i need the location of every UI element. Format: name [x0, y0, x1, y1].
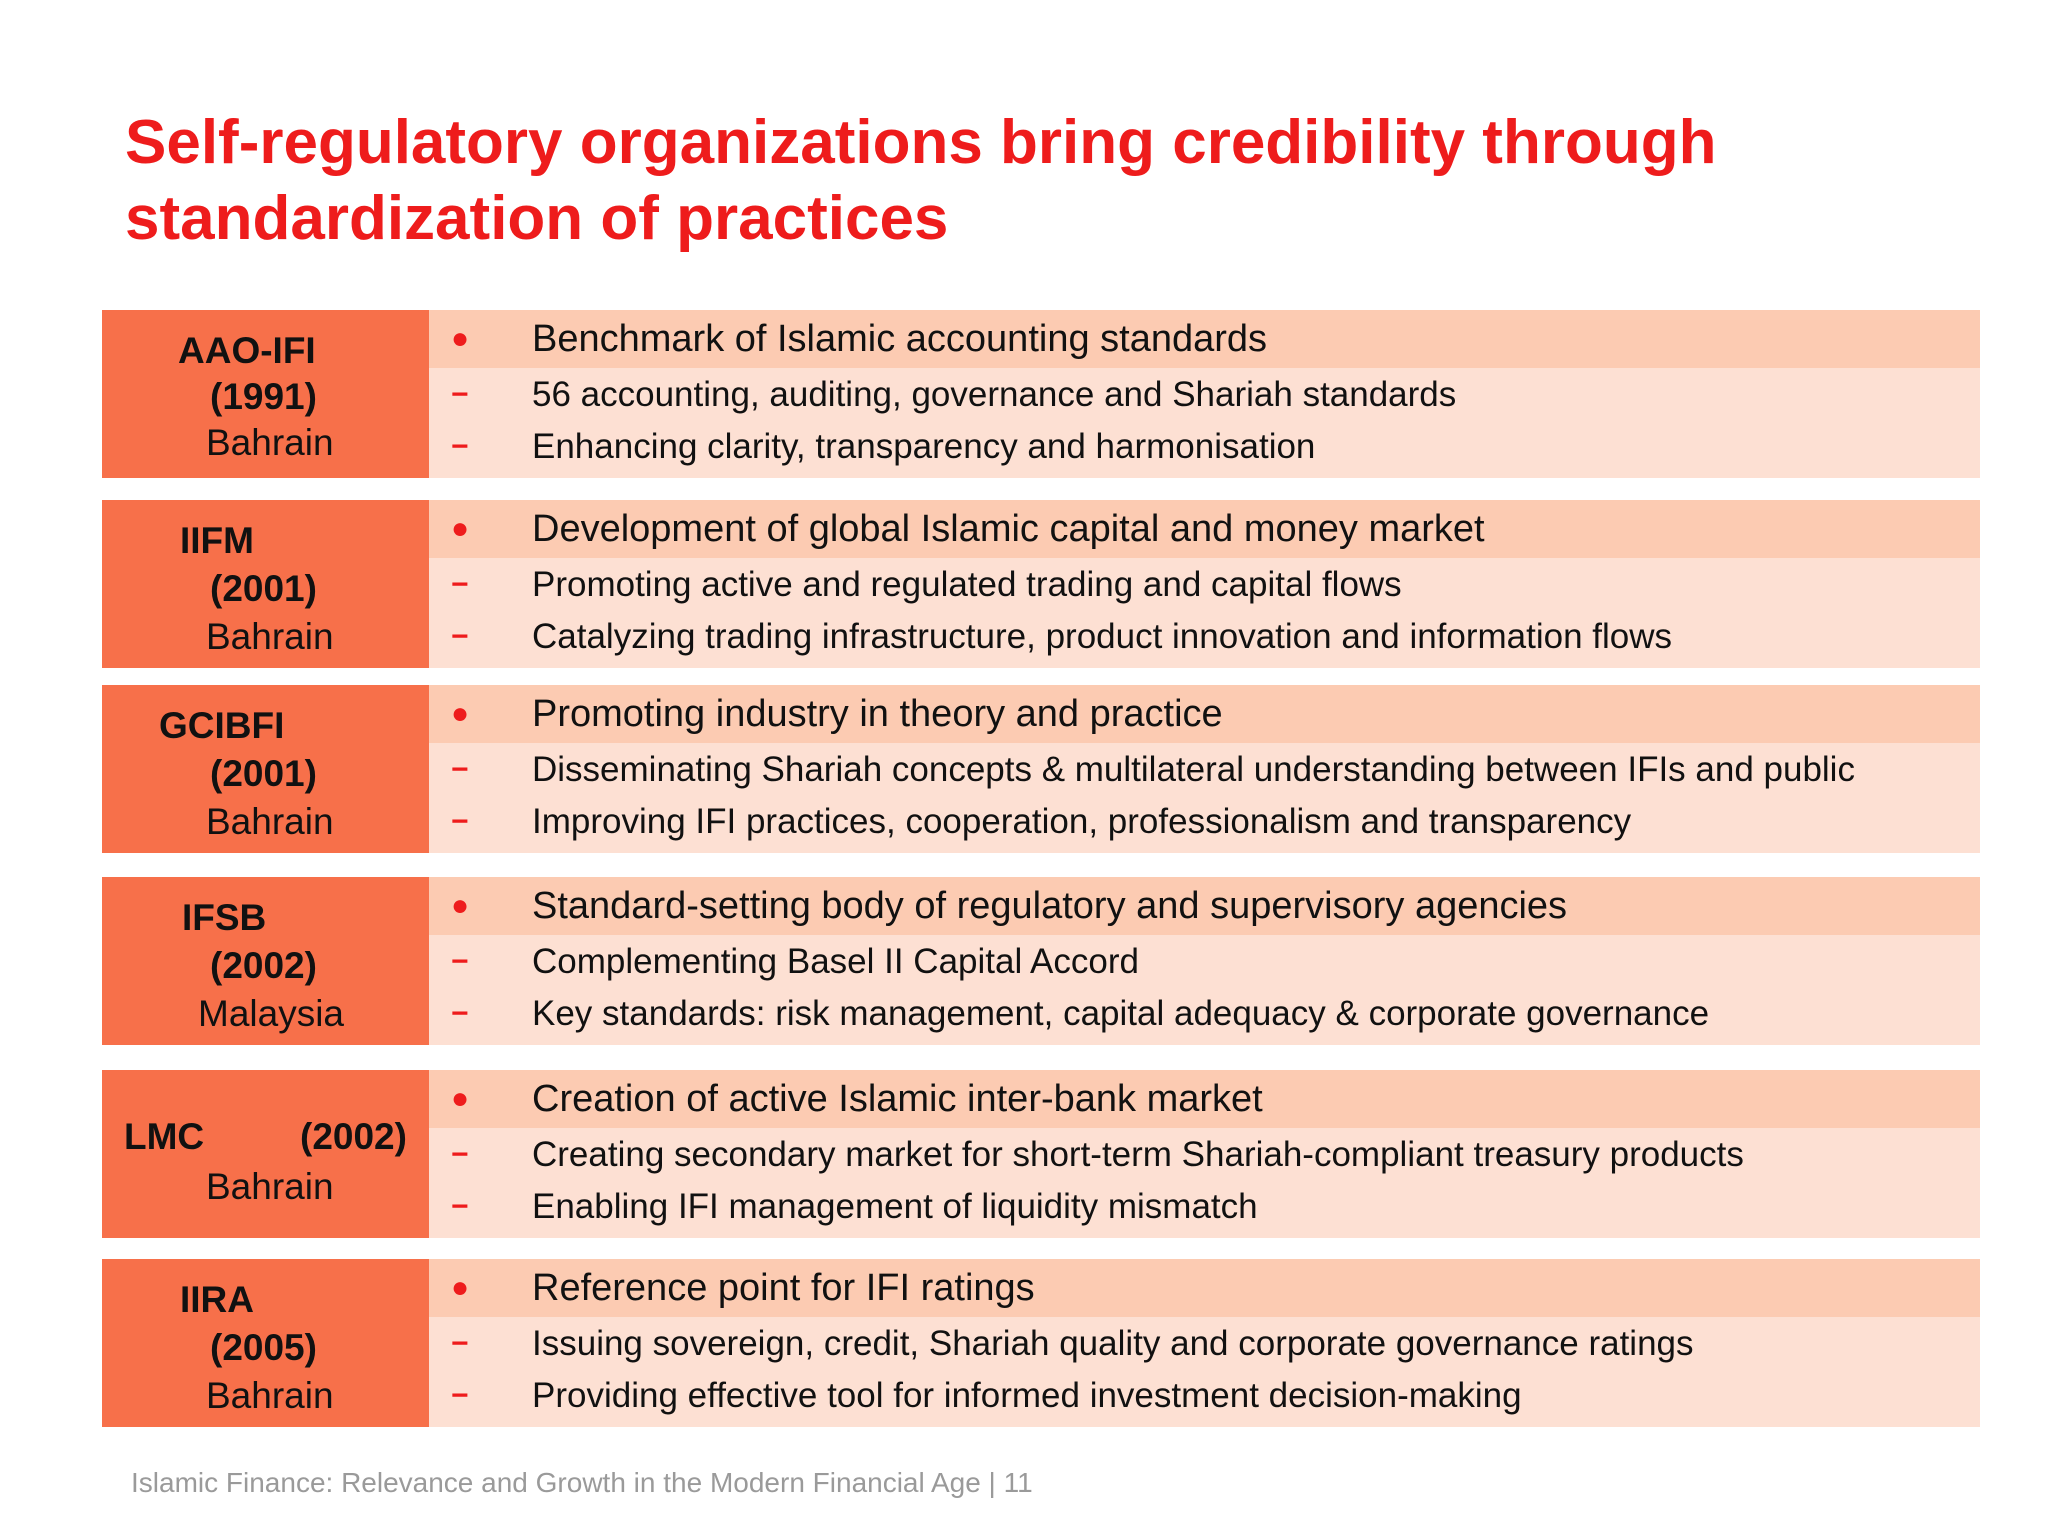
dash-icon: − [451, 753, 469, 786]
dash-icon: − [451, 378, 469, 411]
org-details: ● Promoting industry in theory and pract… [429, 685, 1980, 853]
org-location: Bahrain [206, 1166, 334, 1207]
org-details: ● Reference point for IFI ratings − Issu… [429, 1259, 1980, 1427]
sub-point-text: 56 accounting, auditing, governance and … [532, 375, 1457, 414]
main-point-text: Reference point for IFI ratings [532, 1267, 1035, 1309]
org-year: (2005) [210, 1327, 317, 1368]
org-row-gcibfi: GCIBFI (2001) Bahrain ● Promoting indust… [102, 685, 1980, 853]
bullet-icon: ● [451, 1271, 470, 1304]
org-main-point: ● Development of global Islamic capital … [429, 500, 1980, 558]
sub-point-text: Key standards: risk management, capital … [532, 994, 1710, 1033]
slide-title-line-1: Self-regulatory organizations bring cred… [125, 108, 1717, 177]
dash-icon: − [451, 1138, 469, 1171]
org-acronym: GCIBFI [159, 705, 285, 746]
org-label-box: LMC (2002) Bahrain [102, 1070, 429, 1238]
org-details: ● Benchmark of Islamic accounting standa… [429, 310, 1980, 478]
dash-icon: − [451, 1190, 469, 1223]
org-location: Bahrain [206, 1375, 334, 1416]
org-acronym: AAO-IFI [178, 330, 316, 371]
org-row-ifsb: IFSB (2002) Malaysia ● Standard-setting … [102, 877, 1980, 1045]
org-main-point: ● Benchmark of Islamic accounting standa… [429, 310, 1980, 368]
org-sub-point: − Enabling IFI management of liquidity m… [429, 1180, 1980, 1232]
org-label-box: IIFM (2001) Bahrain [102, 500, 429, 668]
org-year: (2001) [210, 568, 317, 609]
slide-footer: Islamic Finance: Relevance and Growth in… [131, 1467, 1033, 1498]
sub-point-text: Promoting active and regulated trading a… [532, 565, 1402, 604]
dash-icon: − [451, 1379, 469, 1412]
org-main-point: ● Promoting industry in theory and pract… [429, 685, 1980, 743]
dash-icon: − [451, 430, 469, 463]
sub-point-text: Catalyzing trading infrastructure, produ… [532, 617, 1673, 656]
org-sub-point: − Providing effective tool for informed … [429, 1369, 1980, 1421]
org-location: Bahrain [206, 422, 334, 463]
org-row-lmc: LMC (2002) Bahrain ● Creation of active … [102, 1070, 1980, 1238]
org-location: Bahrain [206, 616, 334, 657]
org-sub-point: − Issuing sovereign, credit, Shariah qua… [429, 1317, 1980, 1369]
bullet-icon: ● [451, 1082, 470, 1115]
sub-point-text: Enhancing clarity, transparency and harm… [532, 427, 1316, 466]
dash-icon: − [451, 805, 469, 838]
main-point-text: Standard-setting body of regulatory and … [532, 885, 1568, 927]
org-label-box: GCIBFI (2001) Bahrain [102, 685, 429, 853]
sub-point-text: Enabling IFI management of liquidity mis… [532, 1187, 1258, 1226]
slide-title-line-2: standardization of practices [125, 184, 949, 253]
main-point-text: Promoting industry in theory and practic… [532, 693, 1223, 735]
org-acronym: IIFM [180, 520, 254, 561]
org-label-box: AAO-IFI (1991) Bahrain [102, 310, 429, 478]
org-sub-point: − Catalyzing trading infrastructure, pro… [429, 610, 1980, 662]
org-main-point: ● Reference point for IFI ratings [429, 1259, 1980, 1317]
dash-icon: − [451, 568, 469, 601]
org-main-point: ● Creation of active Islamic inter-bank … [429, 1070, 1980, 1128]
sub-point-text: Improving IFI practices, cooperation, pr… [532, 802, 1632, 841]
org-sub-point: − Improving IFI practices, cooperation, … [429, 795, 1980, 847]
org-label-box: IFSB (2002) Malaysia [102, 877, 429, 1045]
org-acronym: LMC [124, 1116, 205, 1157]
org-main-point: ● Standard-setting body of regulatory an… [429, 877, 1980, 935]
dash-icon: − [451, 945, 469, 978]
org-label-box: IIRA (2005) Bahrain [102, 1259, 429, 1427]
org-year: (2001) [210, 753, 317, 794]
org-location: Bahrain [206, 801, 334, 842]
org-details: ● Standard-setting body of regulatory an… [429, 877, 1980, 1045]
org-row-iira: IIRA (2005) Bahrain ● Reference point fo… [102, 1259, 1980, 1427]
org-sub-point: − Enhancing clarity, transparency and ha… [429, 420, 1980, 472]
bullet-icon: ● [451, 697, 470, 730]
sub-point-text: Complementing Basel II Capital Accord [532, 942, 1139, 981]
org-sub-point: − Key standards: risk management, capita… [429, 987, 1980, 1039]
org-sub-point: − Creating secondary market for short-te… [429, 1128, 1980, 1180]
org-year: (2002) [210, 945, 317, 986]
main-point-text: Creation of active Islamic inter-bank ma… [532, 1078, 1263, 1120]
sub-point-text: Disseminating Shariah concepts & multila… [532, 750, 1855, 789]
org-details: ● Development of global Islamic capital … [429, 500, 1980, 668]
org-acronym: IIRA [180, 1279, 254, 1320]
org-sub-point: − Complementing Basel II Capital Accord [429, 935, 1980, 987]
dash-icon: − [451, 997, 469, 1030]
org-row-iifm: IIFM (2001) Bahrain ● Development of glo… [102, 500, 1980, 668]
sub-point-text: Issuing sovereign, credit, Shariah quali… [532, 1324, 1694, 1363]
org-year: (1991) [210, 376, 317, 417]
sub-point-text: Creating secondary market for short-term… [532, 1135, 1744, 1174]
org-location: Malaysia [198, 993, 344, 1034]
org-year: (2002) [300, 1116, 407, 1157]
org-sub-point: − Disseminating Shariah concepts & multi… [429, 743, 1980, 795]
org-acronym: IFSB [182, 897, 267, 938]
dash-icon: − [451, 1327, 469, 1360]
org-sub-point: − 56 accounting, auditing, governance an… [429, 368, 1980, 420]
org-row-aaoifi: AAO-IFI (1991) Bahrain ● Benchmark of Is… [102, 310, 1980, 478]
bullet-icon: ● [451, 512, 470, 545]
bullet-icon: ● [451, 322, 470, 355]
bullet-icon: ● [451, 889, 470, 922]
sub-point-text: Providing effective tool for informed in… [532, 1376, 1522, 1415]
slide-title: Self-regulatory organizations bring cred… [125, 105, 1975, 257]
org-sub-point: − Promoting active and regulated trading… [429, 558, 1980, 610]
main-point-text: Benchmark of Islamic accounting standard… [532, 318, 1268, 360]
dash-icon: − [451, 620, 469, 653]
org-details: ● Creation of active Islamic inter-bank … [429, 1070, 1980, 1238]
main-point-text: Development of global Islamic capital an… [532, 508, 1485, 550]
